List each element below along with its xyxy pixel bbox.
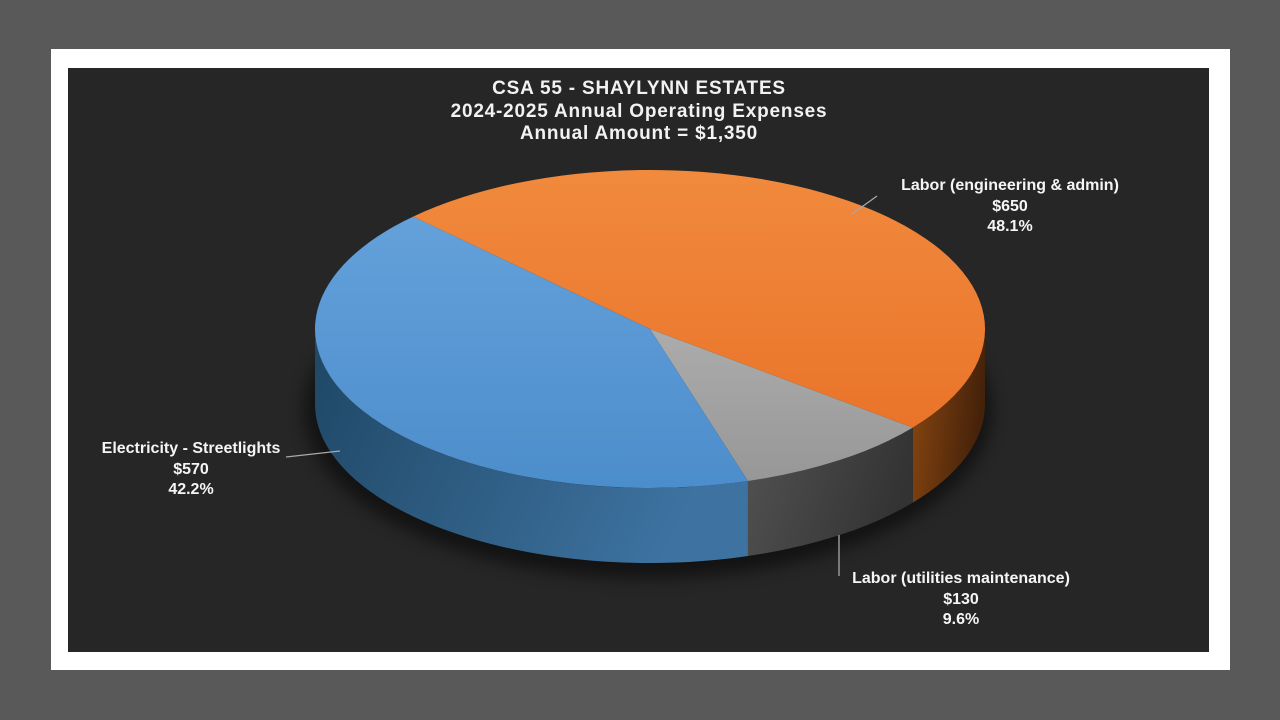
data-label-category: Labor (utilities maintenance) [852, 570, 1070, 587]
data-label-category: Electricity - Streetlights [101, 440, 281, 457]
pie-slice-side-1[interactable] [747, 427, 913, 557]
data-label-amount: $570 [173, 460, 209, 478]
chart-title: CSA 55 - SHAYLYNN ESTATES 2024-2025 Annu… [451, 78, 828, 146]
data-label-amount: $130 [943, 590, 979, 608]
data-label-amount: $650 [992, 197, 1028, 215]
chart-title-line-1: CSA 55 - SHAYLYNN ESTATES [492, 78, 786, 99]
pie-slice-1[interactable] [650, 329, 913, 482]
leader-line-labor-engineering [851, 195, 878, 215]
pie-slice-side-2[interactable] [315, 329, 748, 563]
data-label-labor-engineering: Labor (engineering & admin) $650 48.1% [901, 176, 1119, 238]
pie-slice-2[interactable] [315, 216, 748, 488]
data-label-electricity: Electricity - Streetlights $570 42.2% [102, 439, 281, 501]
data-label-percent: 42.2% [168, 481, 214, 498]
chart-title-line-3: Annual Amount = $1,350 [519, 123, 759, 144]
data-label-labor-utilities: Labor (utilities maintenance) $130 9.6% [852, 569, 1070, 631]
data-label-percent: 48.1% [987, 218, 1033, 235]
pie-slice-side-0[interactable] [912, 329, 985, 503]
pie-slice-0[interactable] [413, 169, 986, 428]
data-label-percent: 9.6% [942, 611, 980, 628]
data-label-category: Labor (engineering & admin) [901, 177, 1119, 194]
leader-line-electricity [285, 450, 341, 458]
chart-title-line-2: 2024-2025 Annual Operating Expenses [450, 100, 828, 122]
